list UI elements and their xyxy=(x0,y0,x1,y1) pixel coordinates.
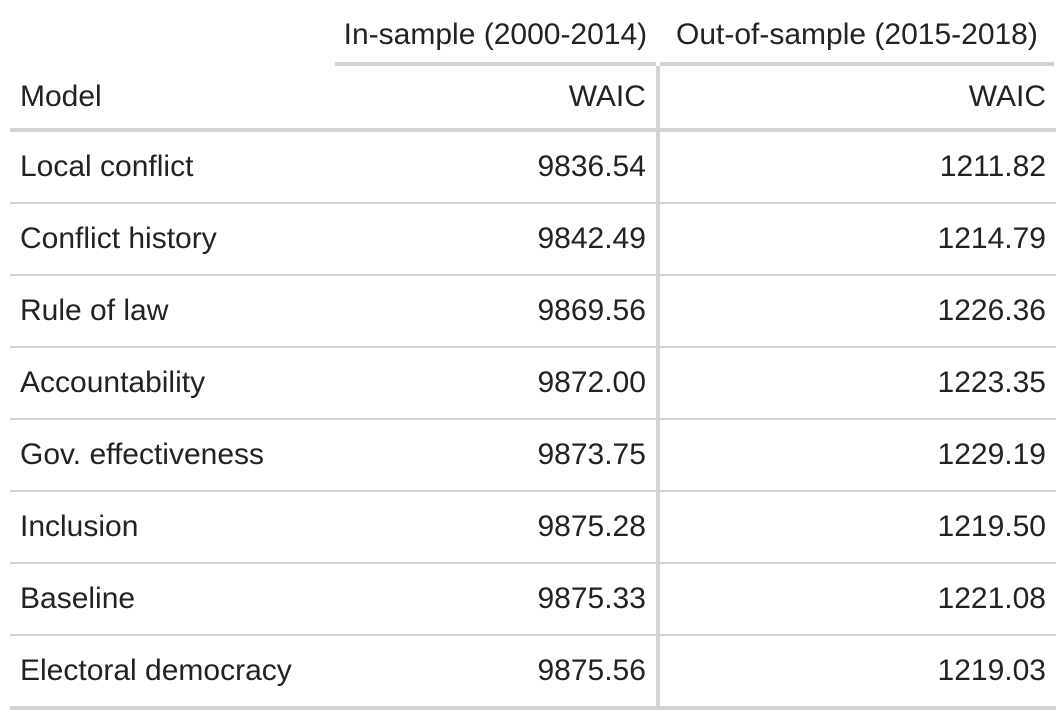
cell-out-waic: 1229.19 xyxy=(657,419,1056,492)
cell-model: Conflict history xyxy=(10,203,333,276)
cell-in-waic: 9872.00 xyxy=(332,347,660,420)
cell-in-waic: 9875.56 xyxy=(332,635,660,710)
cell-out-waic: 1219.03 xyxy=(657,635,1056,710)
cell-out-waic: 1226.36 xyxy=(657,275,1056,348)
spanner-row: In-sample (2000-2014) Out-of-sample (201… xyxy=(10,0,1056,66)
table-row: Electoral democracy 9875.56 1219.03 xyxy=(10,635,1056,710)
spanner-out-of-sample: Out-of-sample (2015-2018) xyxy=(659,18,1054,66)
waic-table: In-sample (2000-2014) Out-of-sample (201… xyxy=(10,0,1056,710)
spanner-out-of-sample-cell: Out-of-sample (2015-2018) xyxy=(658,0,1056,66)
column-header-model: Model xyxy=(10,66,333,132)
table-row: Conflict history 9842.49 1214.79 xyxy=(10,203,1056,276)
table-row: Accountability 9872.00 1223.35 xyxy=(10,347,1056,420)
table-row: Rule of law 9869.56 1226.36 xyxy=(10,275,1056,348)
column-header-out-waic: WAIC xyxy=(657,66,1056,132)
cell-model: Local conflict xyxy=(10,130,333,204)
column-header-in-waic: WAIC xyxy=(332,66,660,132)
spanner-in-sample: In-sample (2000-2014) xyxy=(334,18,656,66)
column-header-row: Model WAIC WAIC xyxy=(10,66,1056,132)
cell-out-waic: 1223.35 xyxy=(657,347,1056,420)
cell-model: Inclusion xyxy=(10,491,333,564)
table-row: Inclusion 9875.28 1219.50 xyxy=(10,491,1056,564)
cell-model: Electoral democracy xyxy=(10,635,333,710)
cell-in-waic: 9842.49 xyxy=(332,203,660,276)
cell-in-waic: 9873.75 xyxy=(332,419,660,492)
waic-table-container: In-sample (2000-2014) Out-of-sample (201… xyxy=(10,0,1060,710)
cell-model: Gov. effectiveness xyxy=(10,419,333,492)
spanner-in-sample-cell: In-sample (2000-2014) xyxy=(333,0,658,66)
table-head: In-sample (2000-2014) Out-of-sample (201… xyxy=(10,0,1056,132)
spanner-empty-cell xyxy=(10,0,333,66)
cell-model: Rule of law xyxy=(10,275,333,348)
cell-in-waic: 9875.33 xyxy=(332,563,660,636)
cell-model: Baseline xyxy=(10,563,333,636)
cell-out-waic: 1219.50 xyxy=(657,491,1056,564)
cell-in-waic: 9875.28 xyxy=(332,491,660,564)
table-row: Baseline 9875.33 1221.08 xyxy=(10,563,1056,636)
cell-out-waic: 1221.08 xyxy=(657,563,1056,636)
table-body: Local conflict 9836.54 1211.82 Conflict … xyxy=(10,130,1056,710)
cell-out-waic: 1211.82 xyxy=(657,130,1056,204)
table-row: Gov. effectiveness 9873.75 1229.19 xyxy=(10,419,1056,492)
cell-out-waic: 1214.79 xyxy=(657,203,1056,276)
cell-in-waic: 9836.54 xyxy=(332,130,660,204)
cell-in-waic: 9869.56 xyxy=(332,275,660,348)
table-row: Local conflict 9836.54 1211.82 xyxy=(10,130,1056,204)
cell-model: Accountability xyxy=(10,347,333,420)
